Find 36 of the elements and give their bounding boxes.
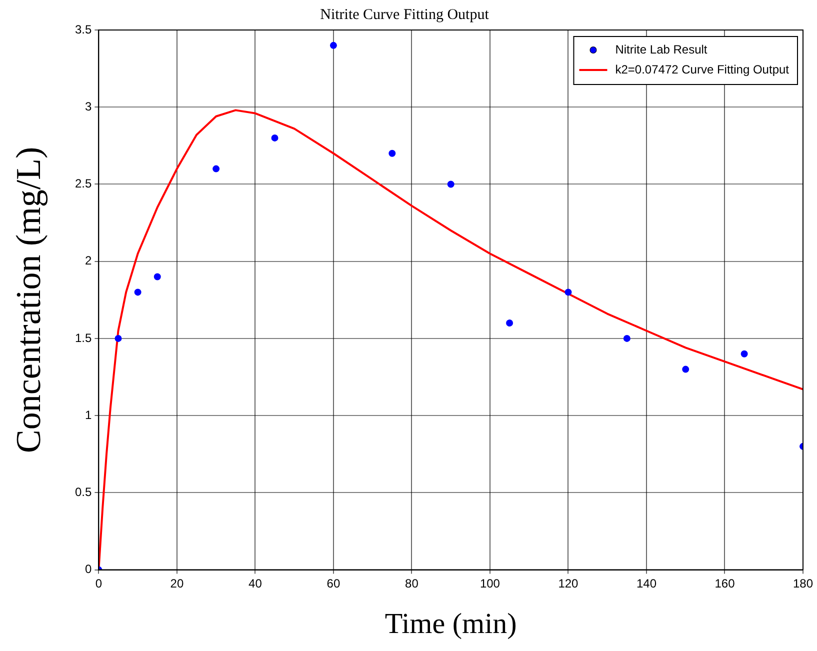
chart-title: Nitrite Curve Fitting Output (320, 6, 490, 23)
point (388, 150, 396, 157)
y-tick-label: 3 (84, 99, 92, 114)
point (271, 134, 278, 142)
point (623, 334, 630, 342)
y-tick-label: 1.5 (74, 330, 92, 345)
y-tick-label: 0 (84, 562, 92, 576)
point (682, 366, 690, 373)
point (506, 320, 514, 327)
x-tick-label: 140 (636, 576, 657, 590)
point (114, 334, 122, 342)
x-tick-label: 100 (480, 576, 500, 590)
x-tick-label: 120 (558, 576, 579, 590)
point (564, 288, 572, 296)
y-tick-label: 0.5 (74, 485, 92, 499)
y-tick-label: 1 (84, 408, 92, 422)
y-axis-title: Concentration (mg/L) (9, 146, 48, 453)
x-tick-label: 60 (326, 576, 340, 590)
y-tick-label: 3.5 (74, 22, 92, 36)
legend-label: k2=0.07472 Curve Fitting Output (615, 62, 790, 76)
legend-label: Nitrite Lab Result (615, 42, 708, 56)
x-tick-label: 40 (248, 576, 262, 590)
point (447, 180, 454, 188)
x-tick-label: 80 (405, 576, 419, 590)
x-axis-title: Time (min) (384, 608, 517, 640)
x-tick-label: 180 (792, 576, 814, 590)
point (740, 350, 748, 358)
point (212, 165, 220, 172)
point (134, 288, 142, 296)
y-tick-label: 2 (84, 254, 92, 268)
x-tick-label: 160 (714, 576, 736, 590)
point (330, 42, 337, 49)
x-tick-label: 0 (95, 576, 102, 590)
y-tick-label: 2.5 (74, 176, 92, 191)
point (154, 273, 161, 280)
x-tick-label: 20 (170, 576, 184, 590)
